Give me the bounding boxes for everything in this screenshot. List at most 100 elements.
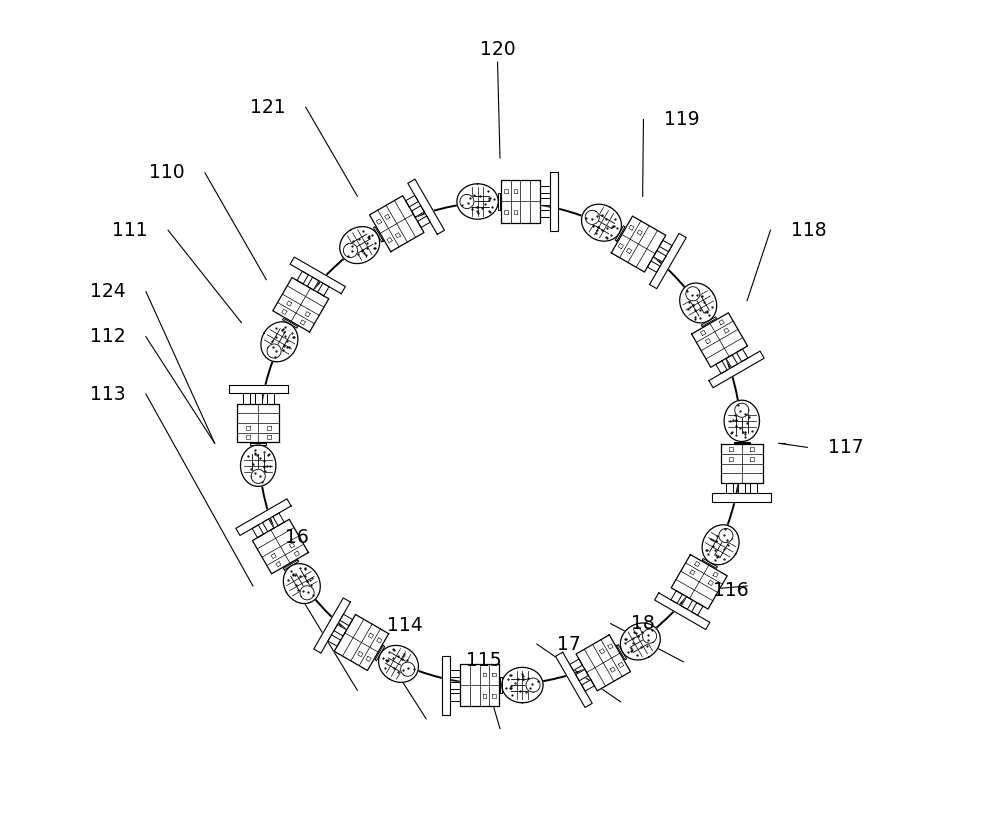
Polygon shape bbox=[401, 663, 415, 677]
Polygon shape bbox=[334, 614, 389, 671]
Text: 114: 114 bbox=[387, 616, 423, 635]
Text: 121: 121 bbox=[250, 98, 285, 117]
Text: 17: 17 bbox=[557, 635, 581, 654]
Polygon shape bbox=[570, 659, 582, 671]
Polygon shape bbox=[243, 393, 250, 404]
Polygon shape bbox=[724, 400, 759, 442]
Polygon shape bbox=[343, 243, 358, 258]
Polygon shape bbox=[653, 250, 666, 262]
Polygon shape bbox=[457, 184, 498, 219]
Polygon shape bbox=[237, 404, 279, 442]
Polygon shape bbox=[620, 623, 660, 660]
Polygon shape bbox=[702, 525, 739, 565]
Polygon shape bbox=[418, 216, 430, 227]
Polygon shape bbox=[576, 635, 630, 690]
Text: 124: 124 bbox=[90, 282, 125, 301]
Polygon shape bbox=[659, 241, 672, 252]
Polygon shape bbox=[502, 667, 543, 703]
Polygon shape bbox=[252, 520, 308, 574]
Polygon shape bbox=[412, 206, 424, 218]
Polygon shape bbox=[273, 277, 329, 332]
Polygon shape bbox=[540, 186, 550, 193]
Polygon shape bbox=[692, 313, 748, 367]
Text: 112: 112 bbox=[90, 328, 125, 346]
Polygon shape bbox=[702, 558, 717, 568]
Text: 18: 18 bbox=[631, 614, 655, 633]
Text: 16: 16 bbox=[285, 528, 309, 547]
Polygon shape bbox=[736, 349, 748, 362]
Polygon shape bbox=[726, 483, 733, 493]
Polygon shape bbox=[582, 680, 594, 691]
Polygon shape bbox=[252, 525, 264, 538]
Polygon shape bbox=[721, 444, 763, 483]
Polygon shape bbox=[450, 670, 460, 677]
Polygon shape bbox=[229, 385, 288, 393]
Polygon shape bbox=[236, 499, 291, 535]
Polygon shape bbox=[442, 655, 450, 714]
Polygon shape bbox=[500, 677, 502, 693]
Polygon shape bbox=[716, 360, 727, 374]
Text: 110: 110 bbox=[149, 163, 184, 182]
Polygon shape bbox=[582, 204, 621, 241]
Polygon shape bbox=[290, 257, 345, 294]
Polygon shape bbox=[273, 513, 284, 525]
Polygon shape bbox=[300, 585, 314, 600]
Polygon shape bbox=[540, 198, 550, 205]
Polygon shape bbox=[406, 195, 418, 207]
Polygon shape bbox=[611, 216, 666, 272]
Text: 111: 111 bbox=[112, 221, 148, 240]
Polygon shape bbox=[701, 317, 717, 327]
Polygon shape bbox=[738, 483, 745, 493]
Polygon shape bbox=[498, 193, 500, 209]
Polygon shape bbox=[556, 652, 592, 708]
Polygon shape bbox=[540, 210, 550, 217]
Polygon shape bbox=[550, 172, 558, 231]
Polygon shape bbox=[307, 277, 319, 290]
Polygon shape bbox=[686, 287, 700, 300]
Polygon shape bbox=[576, 669, 588, 681]
Polygon shape bbox=[450, 694, 460, 700]
Polygon shape bbox=[460, 664, 499, 706]
Polygon shape bbox=[340, 227, 380, 264]
Polygon shape bbox=[726, 355, 738, 368]
Polygon shape bbox=[719, 529, 733, 543]
Polygon shape bbox=[692, 603, 703, 615]
Text: 120: 120 bbox=[480, 40, 515, 59]
Polygon shape bbox=[408, 179, 444, 234]
Polygon shape bbox=[750, 483, 757, 493]
Polygon shape bbox=[735, 403, 749, 417]
Text: 119: 119 bbox=[664, 110, 700, 129]
Polygon shape bbox=[460, 195, 474, 209]
Polygon shape bbox=[642, 629, 657, 643]
Polygon shape bbox=[314, 598, 350, 654]
Polygon shape bbox=[379, 645, 418, 682]
Polygon shape bbox=[255, 393, 262, 404]
Polygon shape bbox=[681, 597, 693, 609]
Text: 113: 113 bbox=[90, 384, 125, 404]
Polygon shape bbox=[617, 644, 627, 660]
Polygon shape bbox=[671, 554, 727, 609]
Polygon shape bbox=[328, 635, 341, 646]
Polygon shape bbox=[334, 625, 347, 636]
Polygon shape bbox=[283, 319, 298, 328]
Polygon shape bbox=[261, 322, 298, 362]
Polygon shape bbox=[650, 233, 686, 289]
Polygon shape bbox=[615, 226, 625, 241]
Polygon shape bbox=[262, 519, 274, 532]
Polygon shape bbox=[709, 351, 764, 388]
Polygon shape bbox=[340, 614, 353, 626]
Polygon shape bbox=[671, 590, 682, 603]
Polygon shape bbox=[241, 445, 276, 486]
Polygon shape bbox=[267, 393, 274, 404]
Polygon shape bbox=[655, 593, 710, 630]
Polygon shape bbox=[375, 645, 385, 661]
Polygon shape bbox=[680, 283, 717, 323]
Polygon shape bbox=[283, 564, 320, 603]
Polygon shape bbox=[283, 560, 299, 570]
Polygon shape bbox=[734, 442, 750, 443]
Polygon shape bbox=[251, 470, 265, 484]
Polygon shape bbox=[647, 261, 660, 273]
Text: 115: 115 bbox=[466, 651, 501, 670]
Polygon shape bbox=[370, 195, 424, 252]
Polygon shape bbox=[297, 271, 308, 284]
